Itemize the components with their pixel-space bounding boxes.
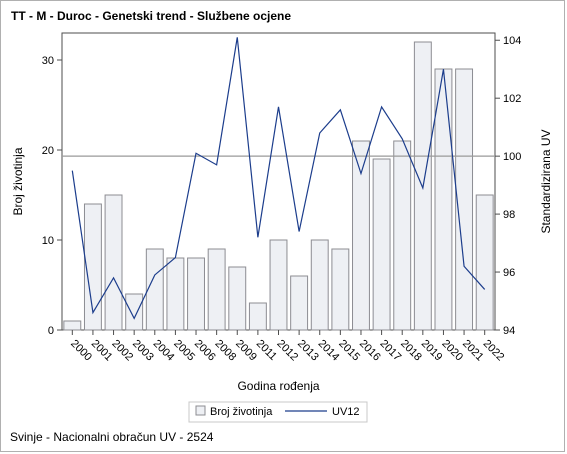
y-right-tick-label-96: 96 xyxy=(503,267,515,279)
bar-2011 xyxy=(248,302,267,331)
x-tick-label-2020: 2020 xyxy=(439,338,465,364)
y-left-tick-label-30: 30 xyxy=(42,55,54,67)
legend: Broj životinja UV12 xyxy=(188,401,368,423)
x-tick-label-2018: 2018 xyxy=(398,338,424,364)
bar-2009 xyxy=(228,266,247,331)
x-tick-label-2000: 2000 xyxy=(68,338,94,364)
x-tick-label-2016: 2016 xyxy=(357,338,383,364)
y-left-tick-label-20: 20 xyxy=(42,145,54,157)
x-tick-label-2006: 2006 xyxy=(192,338,218,364)
bar-2021 xyxy=(455,68,474,331)
footnote: Svinje - Nacionalni obračun UV - 2524 xyxy=(10,430,214,444)
bar-2006 xyxy=(187,257,205,331)
bar-2017 xyxy=(372,158,391,331)
legend-label-line: UV12 xyxy=(332,406,360,418)
x-tick-label-2013: 2013 xyxy=(295,338,321,364)
bar-2016 xyxy=(352,140,370,331)
legend-bar-swatch xyxy=(195,405,206,416)
x-tick-label-2012: 2012 xyxy=(274,338,300,364)
bar-2000 xyxy=(63,320,82,331)
x-tick-label-2022: 2022 xyxy=(481,338,507,364)
x-tick-label-2003: 2003 xyxy=(130,338,156,364)
legend-label-bars: Broj životinja xyxy=(210,406,273,418)
chart-title: TT - M - Duroc - Genetski trend - Službe… xyxy=(11,9,292,23)
bar-2005 xyxy=(166,257,185,331)
x-tick-label-2001: 2001 xyxy=(89,338,115,364)
bar-2013 xyxy=(290,275,309,331)
x-tick-label-2011: 2011 xyxy=(254,338,279,363)
bar-2012 xyxy=(269,239,288,331)
x-tick-label-2019: 2019 xyxy=(419,338,445,364)
x-tick-label-2009: 2009 xyxy=(233,338,259,364)
x-tick-label-2002: 2002 xyxy=(109,338,135,364)
bar-2003 xyxy=(125,293,144,331)
x-tick-label-2021: 2021 xyxy=(460,338,486,364)
bar-2002 xyxy=(104,194,123,331)
y-right-axis-label: Standardizirana UV xyxy=(539,129,553,233)
x-tick-label-2008: 2008 xyxy=(213,338,239,364)
bar-2004 xyxy=(145,248,164,331)
x-axis-label: Godina rođenja xyxy=(237,379,319,393)
bar-2014 xyxy=(310,239,329,331)
y-right-tick-label-98: 98 xyxy=(503,209,515,221)
bar-2022 xyxy=(475,194,494,331)
y-right-tick-label-102: 102 xyxy=(503,93,521,105)
legend-box xyxy=(188,401,368,423)
y-right-tick-label-100: 100 xyxy=(503,151,521,163)
x-tick-label-2014: 2014 xyxy=(316,338,342,364)
y-left-tick-label-10: 10 xyxy=(42,235,54,247)
bars-group xyxy=(63,41,494,331)
y-right-tick-label-104: 104 xyxy=(503,35,521,47)
y-right-tick-label-94: 94 xyxy=(503,325,515,337)
x-tick-label-2017: 2017 xyxy=(377,338,403,364)
x-tick-label-2004: 2004 xyxy=(151,338,177,364)
bar-2018 xyxy=(393,140,412,331)
x-tick-label-2015: 2015 xyxy=(336,338,362,364)
bar-2015 xyxy=(331,248,350,331)
uv12-line-group xyxy=(71,37,486,320)
bar-2020 xyxy=(434,68,453,331)
y-left-tick-label-0: 0 xyxy=(48,325,54,337)
y-left-axis-label: Broj životinja xyxy=(11,147,25,215)
x-tick-label-2005: 2005 xyxy=(171,338,197,364)
bar-2008 xyxy=(207,248,226,331)
